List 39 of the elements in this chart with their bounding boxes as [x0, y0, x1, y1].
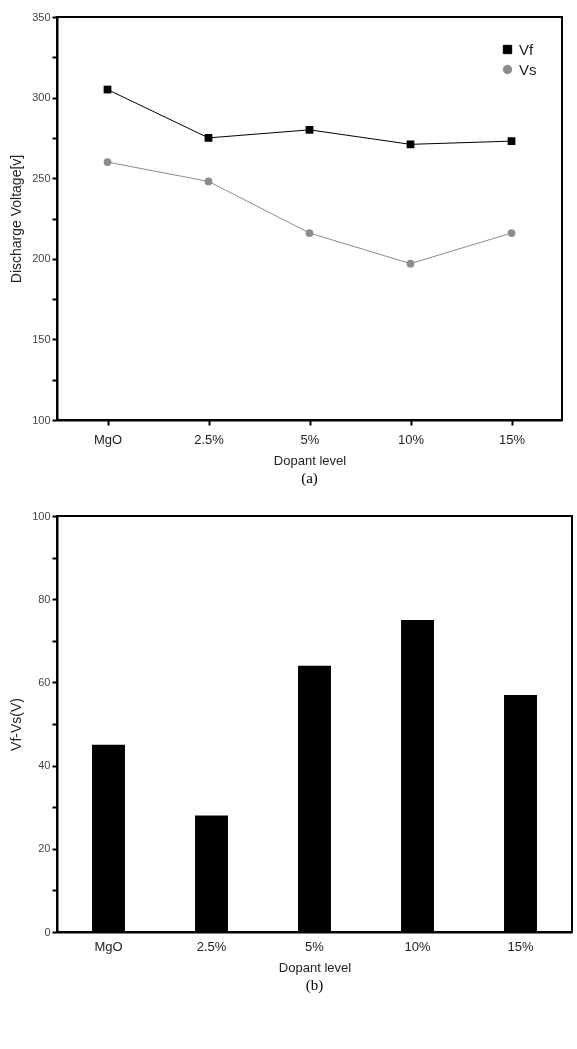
y-tick-label: 100	[32, 509, 51, 522]
x-tick-label: 15%	[507, 938, 534, 954]
point	[305, 229, 314, 237]
x-axis-title: Dopant level	[273, 452, 347, 468]
x-axis-title: Dopant level	[278, 959, 352, 975]
y-tick-label: 300	[32, 91, 51, 104]
x-tick-label: 5%	[305, 938, 325, 954]
y-tick-label: 200	[32, 252, 51, 265]
y-axis-title: Discharge Voltage[v]	[8, 154, 25, 284]
y-tick-label: 60	[38, 675, 51, 688]
point	[305, 125, 314, 134]
y-tick-label: 100	[32, 413, 51, 426]
point	[507, 137, 516, 145]
x-tick-label: 2.5%	[196, 938, 227, 954]
y-tick-label: 250	[32, 171, 51, 184]
x-tick-label: MgO	[94, 938, 123, 954]
text: (a)	[301, 470, 318, 487]
x-tick-label: 5%	[300, 431, 320, 447]
x-tick-label: 2.5%	[194, 431, 225, 447]
y-tick-label: 350	[32, 10, 51, 23]
x-tick-label: MgO	[93, 431, 123, 447]
y-tick-label: 80	[38, 592, 51, 605]
y-tick-label: 40	[38, 759, 51, 772]
y-tick-label: 0	[44, 925, 51, 938]
y-tick-label: 20	[38, 842, 51, 855]
y-axis-title: Vf-Vs(V)	[8, 698, 25, 751]
point	[406, 140, 415, 149]
legend-label: Vs	[519, 60, 537, 78]
point	[103, 158, 112, 166]
point	[204, 134, 213, 142]
point	[204, 177, 213, 186]
x-tick-label: 10%	[404, 938, 431, 954]
legend-label: Vf	[519, 40, 534, 58]
x-tick-label: 10%	[397, 431, 425, 447]
y-tick-label: 150	[32, 332, 51, 345]
x-tick-label: 15%	[498, 431, 526, 447]
point	[507, 229, 516, 237]
point	[406, 259, 415, 268]
text: (b)	[305, 977, 324, 994]
